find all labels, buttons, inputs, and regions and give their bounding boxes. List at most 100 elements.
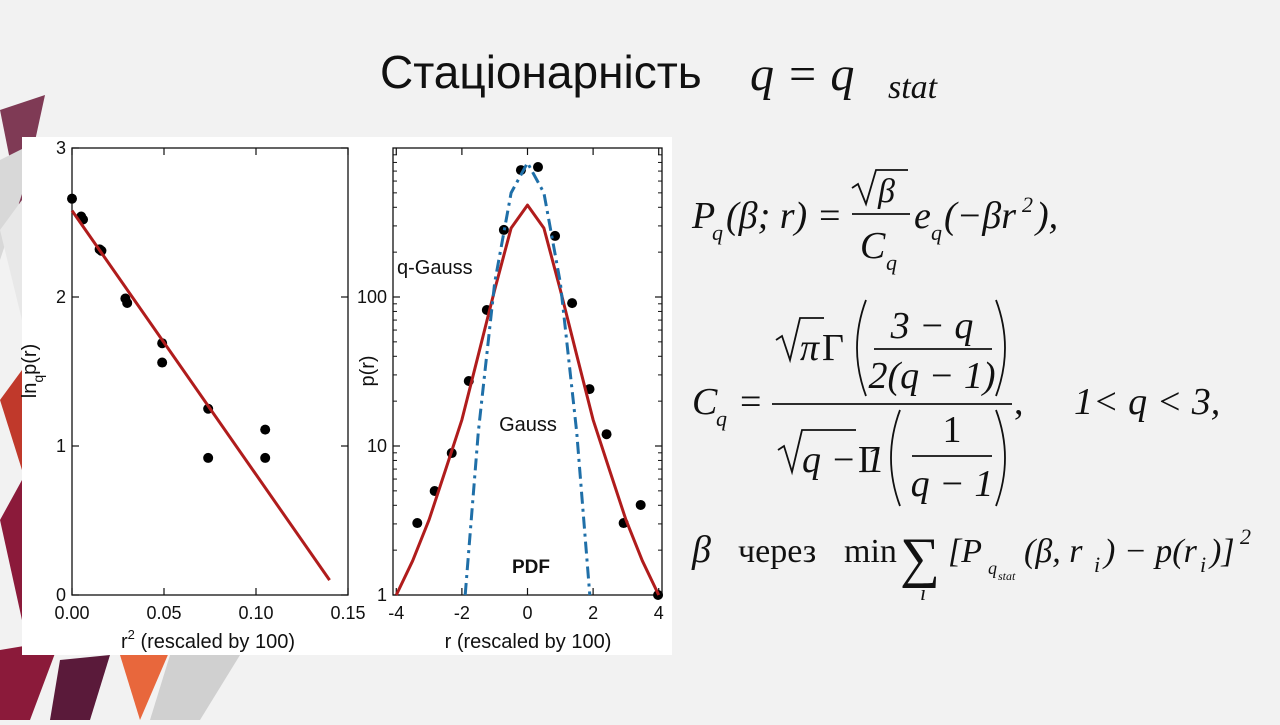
formula-text: (β, r <box>1024 533 1083 570</box>
data-point <box>157 357 168 368</box>
decor-triangle <box>120 650 170 720</box>
decor-triangle <box>0 480 22 620</box>
formula-text: )] <box>1208 533 1235 570</box>
formula-text: C <box>692 381 718 423</box>
formula-sub: q <box>988 558 997 578</box>
formula-sub: stat <box>998 569 1016 583</box>
formula-text: e <box>914 195 931 237</box>
formula-sub: q <box>931 220 942 245</box>
x-axis-label: r (rescaled by 100) <box>445 631 612 653</box>
formula-text: ), <box>1034 195 1058 237</box>
formula-sub: q <box>716 406 727 431</box>
data-point <box>635 499 646 510</box>
data-point <box>260 452 271 463</box>
formula-text: 2(q − 1) <box>869 355 996 397</box>
formula-text: 1 <box>943 409 962 451</box>
chart: 0.00 0.05 0.10 0.15 0 1 2 3 r2 (rescaled by 100)… <box>19 138 366 653</box>
formula-text: Γ <box>822 327 844 369</box>
x-axis-label-part: 2 <box>128 627 135 642</box>
formula-text: π <box>800 327 820 369</box>
title-text: Стаціонарність <box>380 46 702 98</box>
radical <box>777 429 856 476</box>
data-point <box>601 429 612 440</box>
y-tick-label: 1 <box>56 436 66 456</box>
formula-sup: 2 <box>1022 192 1033 217</box>
title: Стаціонарність q = q stat <box>380 46 939 106</box>
y-axis-label-part: p(r) <box>357 355 379 386</box>
title-math-sub: stat <box>888 69 939 106</box>
x-axis-label-part: r <box>121 631 128 653</box>
data-point <box>412 518 423 529</box>
formula-text: = <box>740 381 761 423</box>
formula-3: β через min ∑ i [P q stat (β, r i ) − p(… <box>691 524 1251 605</box>
x-tick-label: 2 <box>588 603 598 623</box>
formula-text: , <box>1014 381 1024 423</box>
y-axis-label-part: p(r) <box>19 344 41 375</box>
data-point <box>122 297 133 308</box>
radical <box>775 317 824 364</box>
line-series <box>70 209 331 581</box>
chart: -4 -2 0 2 4 1 10 100 r (rescaled by 100) p(r) q-Ga… <box>357 147 664 653</box>
radical <box>851 169 908 207</box>
y-axis-label: lnqp(r) <box>19 344 46 398</box>
decor-triangle <box>0 370 22 470</box>
x-tick-label: 0.05 <box>146 603 181 623</box>
formula-text: [P <box>948 533 982 570</box>
x-tick-label: -4 <box>388 603 404 623</box>
data-point <box>567 298 578 309</box>
formula-1: P q (β; r) = β C q e q (−βr 2 ), <box>691 169 1058 275</box>
formula-text: q − 1 <box>911 463 994 505</box>
decor-triangle <box>0 200 22 320</box>
decoration <box>0 95 240 720</box>
x-tick-label: 0.10 <box>238 603 273 623</box>
formula-text: q − 1 <box>802 439 885 481</box>
formula-text: 3 − q <box>890 305 974 347</box>
formula-sub: i <box>1200 552 1206 577</box>
data-point <box>260 424 271 435</box>
formula-text: C <box>860 225 886 267</box>
formula-text: 1< q < 3, <box>1074 381 1220 423</box>
formula-text: Γ <box>858 439 880 481</box>
x-tick-label: 0 <box>522 603 532 623</box>
formula-text: min <box>844 533 897 570</box>
formula-sup: 2 <box>1240 524 1251 549</box>
x-axis-label-part: r (rescaled by 100) <box>445 631 612 653</box>
plot-frame <box>71 147 349 596</box>
y-tick-label: 100 <box>357 287 387 307</box>
formula-sub: q <box>712 220 723 245</box>
y-tick-label: 10 <box>367 436 387 456</box>
decor-triangle <box>150 655 240 720</box>
formula-sub: i <box>1094 552 1100 577</box>
formula-2: C q = π Γ 3 − q 2(q − 1) q − 1 Γ 1 q − 1… <box>692 299 1220 507</box>
paren <box>856 299 867 397</box>
x-tick-label: -2 <box>454 603 470 623</box>
paren <box>995 409 1006 507</box>
decor-triangle <box>50 655 110 720</box>
formula-text: (β; r) = <box>726 195 842 237</box>
annotation: PDF <box>512 557 550 578</box>
title-math: q = q <box>750 48 854 101</box>
decor-triangle <box>0 640 60 720</box>
formula-text: через <box>738 533 816 570</box>
x-tick-label: 0.00 <box>54 603 89 623</box>
y-axis-label-part: ln <box>19 383 41 399</box>
formula-sum: ∑ <box>900 527 940 589</box>
formula-text: P <box>691 195 715 237</box>
y-tick-label: 0 <box>56 585 66 605</box>
chart-panel <box>22 137 672 655</box>
y-tick-label: 3 <box>56 138 66 158</box>
formula-text: (−βr <box>944 195 1016 237</box>
formula-text: β <box>877 173 895 210</box>
y-tick-label: 1 <box>377 585 387 605</box>
data-point <box>532 162 543 173</box>
x-tick-label: 0.15 <box>330 603 365 623</box>
x-axis-label: r2 (rescaled by 100) <box>121 627 295 653</box>
y-axis-label-part: q <box>30 375 46 383</box>
x-axis-label-part: (rescaled by 100) <box>135 631 295 653</box>
x-tick-label: 4 <box>654 603 664 623</box>
legend-label: q-Gauss <box>397 257 473 279</box>
y-axis-label: p(r) <box>357 355 379 386</box>
line-series <box>394 203 661 596</box>
formula-sub: q <box>886 250 897 275</box>
